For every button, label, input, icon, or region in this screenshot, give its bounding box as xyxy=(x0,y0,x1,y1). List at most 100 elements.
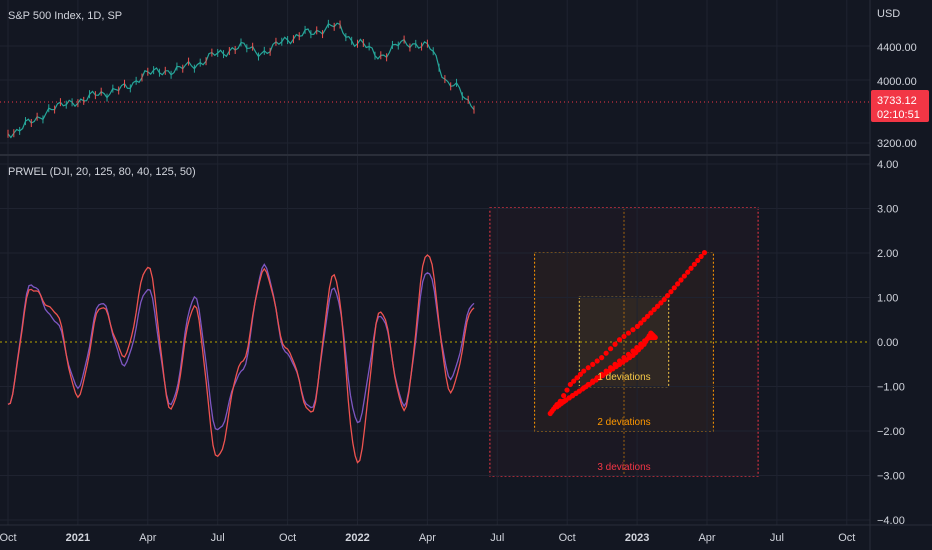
time-tick-label: Oct xyxy=(0,532,17,544)
indicator-tick-label: 3.00 xyxy=(877,204,898,216)
last-price-badge xyxy=(871,90,929,122)
oscillator-line xyxy=(7,254,475,464)
scatter-point xyxy=(616,337,623,343)
scatter-point xyxy=(625,330,632,336)
currency-label: USD xyxy=(877,8,900,20)
scatter-point xyxy=(612,341,618,347)
scatter-point xyxy=(607,346,614,352)
time-tick-label: 2022 xyxy=(345,532,369,544)
scatter-point xyxy=(675,281,681,287)
scatter-point xyxy=(557,398,563,404)
indicator-axis: 4.00 3.00 2.00 1.00 0.00 −1.00 −2.00 −3.00 −4.00 xyxy=(877,159,905,527)
scatter-point xyxy=(668,289,674,295)
deviation-label-3: 3 deviations xyxy=(597,462,650,473)
price-tick: 3200.00 xyxy=(877,138,917,150)
main-pane-title[interactable]: S&P 500 Index, 1D, SP xyxy=(8,10,122,22)
scatter-point xyxy=(585,365,591,371)
price-tick: 4000.00 xyxy=(877,76,917,88)
scatter-point xyxy=(567,381,573,388)
time-tick-label: 2021 xyxy=(66,532,90,544)
grid-lines xyxy=(0,0,870,525)
scatter-point xyxy=(630,327,636,333)
scatter-point xyxy=(658,300,664,306)
scatter-point xyxy=(616,358,623,364)
scatter-point xyxy=(594,358,600,364)
scatter-point xyxy=(634,344,640,351)
indicator-tick-label: −2.00 xyxy=(877,426,905,438)
scatter-point xyxy=(581,385,587,391)
scatter-point xyxy=(561,393,567,399)
scatter-point xyxy=(642,338,648,344)
time-axis: Oct 2021 Apr Jul Oct 2022 Apr Jul Oct 2023 Apr Jul O… xyxy=(0,532,855,544)
time-tick-label: Jul xyxy=(211,532,225,544)
indicator-pane-title[interactable]: PRWEL (DJI, 20, 125, 80, 40, 125, 50) xyxy=(8,166,196,178)
deviation-label-1: 1 deviations xyxy=(597,372,650,383)
time-tick-label: Apr xyxy=(698,532,715,544)
scatter-point xyxy=(571,378,577,384)
scatter-point xyxy=(603,368,609,374)
scatter-point xyxy=(594,375,600,381)
time-tick-label: Apr xyxy=(139,532,156,544)
scatter-point xyxy=(654,303,661,309)
scatter-point xyxy=(590,361,596,367)
scatter-point xyxy=(638,341,644,347)
scatter-series xyxy=(547,250,708,417)
indicator-tick-label: −1.00 xyxy=(877,382,905,394)
scatter-point xyxy=(630,348,636,354)
scatter-point xyxy=(691,261,698,267)
scatter-point xyxy=(695,257,701,264)
scatter-point xyxy=(661,296,667,303)
scatter-point xyxy=(599,355,605,361)
scatter-point xyxy=(651,306,657,313)
scatter-point xyxy=(625,351,632,357)
deviation-label-2: 2 deviations xyxy=(597,417,650,428)
scatter-point xyxy=(681,273,687,279)
indicator-tick-label: 1.00 xyxy=(877,293,898,305)
indicator-tick-label: −3.00 xyxy=(877,471,905,483)
time-tick-label: Apr xyxy=(419,532,436,544)
scatter-point xyxy=(671,285,677,291)
scatter-point xyxy=(701,250,708,256)
scatter-point xyxy=(577,371,584,378)
price-series xyxy=(7,19,475,139)
time-tick-label: 2023 xyxy=(625,532,649,544)
scatter-point xyxy=(678,277,684,283)
scatter-point xyxy=(621,355,627,361)
countdown-value: 02:10:51 xyxy=(877,109,920,121)
scatter-point xyxy=(645,334,652,341)
scatter-point xyxy=(638,320,644,326)
scatter-point xyxy=(574,375,580,381)
scatter-point xyxy=(685,269,691,275)
scatter-point xyxy=(603,350,609,356)
last-price-value: 3733.12 xyxy=(877,95,917,107)
time-tick-label: Oct xyxy=(279,532,296,544)
scatter-point xyxy=(664,293,671,299)
indicator-tick-label: 0.00 xyxy=(877,337,898,349)
scatter-point xyxy=(698,253,704,260)
scatter-point xyxy=(599,371,605,378)
scatter-point xyxy=(554,404,560,410)
scatter-point xyxy=(621,333,627,340)
scatter-point xyxy=(607,365,614,371)
scatter-point xyxy=(641,317,647,323)
scatter-point xyxy=(585,381,591,388)
indicator-tick-label: 2.00 xyxy=(877,248,898,260)
scatter-point xyxy=(612,361,618,367)
scatter-point xyxy=(634,323,641,329)
scatter-point xyxy=(644,313,651,319)
time-tick-label: Jul xyxy=(770,532,784,544)
scatter-point xyxy=(648,310,654,316)
scatter-point xyxy=(564,387,570,393)
time-tick-label: Jul xyxy=(490,532,504,544)
time-tick-label: Oct xyxy=(838,532,855,544)
scatter-point xyxy=(688,265,694,271)
time-tick-label: Oct xyxy=(559,532,576,544)
indicator-tick-label: −4.00 xyxy=(877,515,905,527)
indicator-tick-label: 4.00 xyxy=(877,159,898,171)
scatter-point xyxy=(581,368,587,374)
price-tick: 4400.00 xyxy=(877,42,917,54)
scatter-point xyxy=(590,378,596,384)
